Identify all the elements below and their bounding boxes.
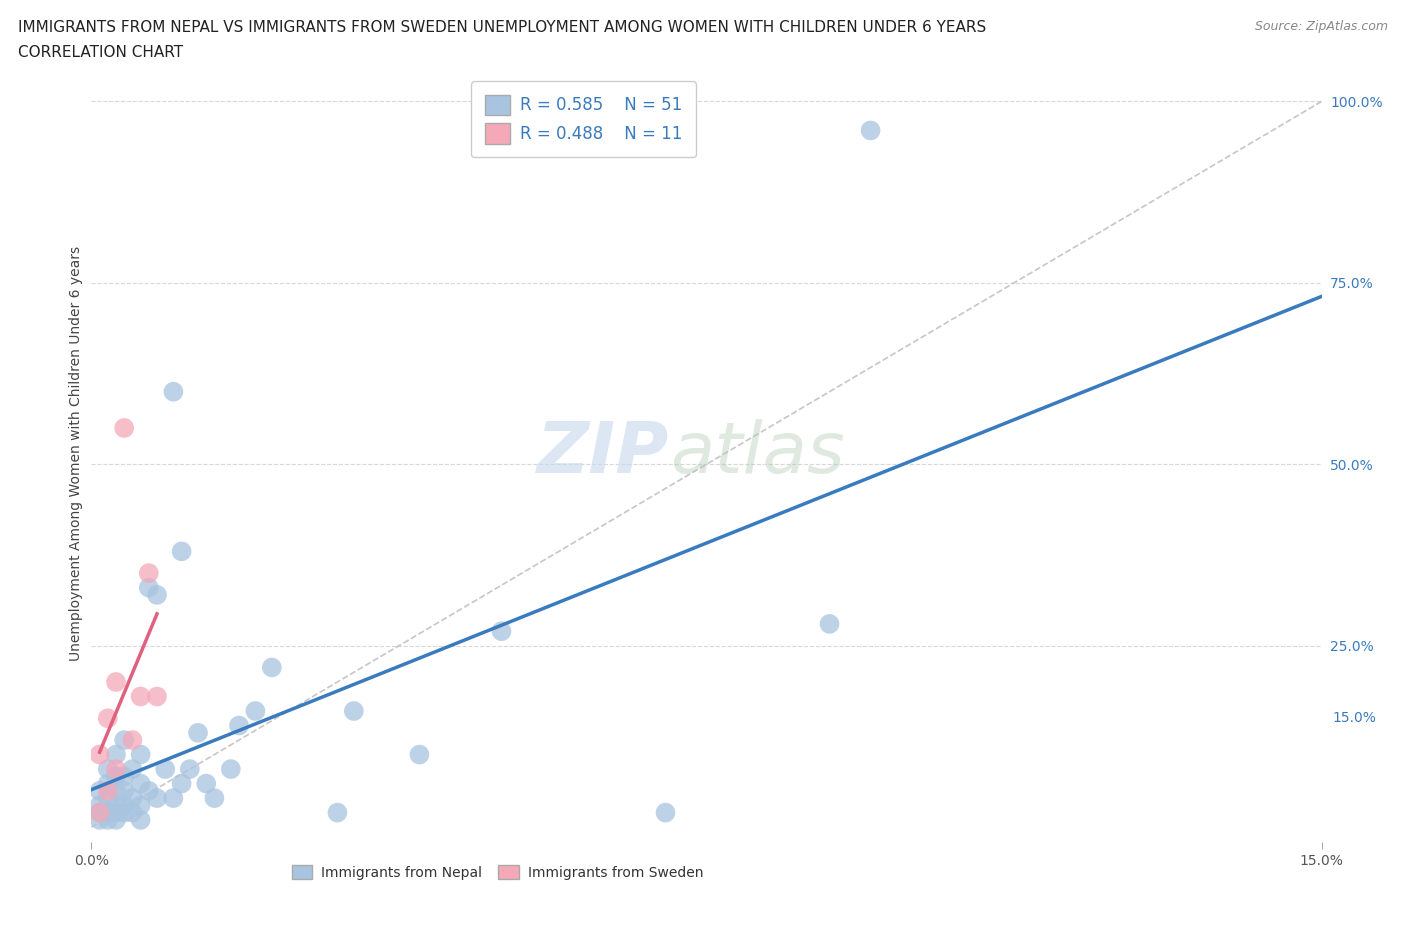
Point — [89, 783, 111, 798]
Point — [105, 762, 127, 777]
Point — [129, 813, 152, 828]
Point — [97, 783, 120, 798]
Point — [129, 798, 152, 813]
Text: Source: ZipAtlas.com: Source: ZipAtlas.com — [1254, 20, 1388, 33]
Point — [89, 813, 111, 828]
Point — [105, 805, 127, 820]
Point — [408, 747, 430, 762]
Point — [129, 747, 152, 762]
Point — [129, 689, 152, 704]
Point — [105, 783, 127, 798]
Point — [105, 769, 127, 784]
Point — [219, 762, 242, 777]
Point — [89, 747, 111, 762]
Point — [112, 733, 135, 748]
Point — [89, 798, 111, 813]
Point — [170, 777, 193, 791]
Y-axis label: Unemployment Among Women with Children Under 6 years: Unemployment Among Women with Children U… — [69, 246, 83, 661]
Point — [138, 565, 160, 580]
Point — [121, 762, 143, 777]
Point — [105, 798, 127, 813]
Point — [260, 660, 283, 675]
Point — [228, 718, 250, 733]
Point — [105, 674, 127, 689]
Text: 15.0%: 15.0% — [1333, 711, 1376, 725]
Legend: Immigrants from Nepal, Immigrants from Sweden: Immigrants from Nepal, Immigrants from S… — [285, 859, 709, 885]
Point — [97, 711, 120, 725]
Point — [112, 420, 135, 435]
Point — [112, 805, 135, 820]
Point — [654, 805, 676, 820]
Point — [202, 790, 225, 805]
Point — [112, 798, 135, 813]
Point — [138, 580, 160, 595]
Point — [195, 777, 218, 791]
Point — [179, 762, 201, 777]
Point — [818, 617, 841, 631]
Point — [162, 384, 184, 399]
Point — [146, 689, 169, 704]
Point — [129, 777, 152, 791]
Point — [97, 805, 120, 820]
Point — [105, 747, 127, 762]
Text: IMMIGRANTS FROM NEPAL VS IMMIGRANTS FROM SWEDEN UNEMPLOYMENT AMONG WOMEN WITH CH: IMMIGRANTS FROM NEPAL VS IMMIGRANTS FROM… — [18, 20, 987, 35]
Point — [162, 790, 184, 805]
Point — [97, 762, 120, 777]
Point — [245, 704, 267, 719]
Point — [121, 805, 143, 820]
Text: atlas: atlas — [669, 418, 844, 488]
Point — [859, 123, 882, 138]
Point — [121, 733, 143, 748]
Point — [89, 805, 111, 820]
Text: ZIP: ZIP — [537, 418, 669, 488]
Point — [146, 790, 169, 805]
Point — [187, 725, 209, 740]
Point — [146, 588, 169, 603]
Point — [326, 805, 349, 820]
Point — [97, 813, 120, 828]
Point — [138, 783, 160, 798]
Point — [89, 805, 111, 820]
Point — [170, 544, 193, 559]
Point — [491, 624, 513, 639]
Point — [97, 777, 120, 791]
Point — [105, 813, 127, 828]
Text: CORRELATION CHART: CORRELATION CHART — [18, 45, 183, 60]
Point — [112, 783, 135, 798]
Point — [97, 790, 120, 805]
Point — [153, 762, 177, 777]
Point — [121, 790, 143, 805]
Point — [112, 769, 135, 784]
Point — [343, 704, 366, 719]
